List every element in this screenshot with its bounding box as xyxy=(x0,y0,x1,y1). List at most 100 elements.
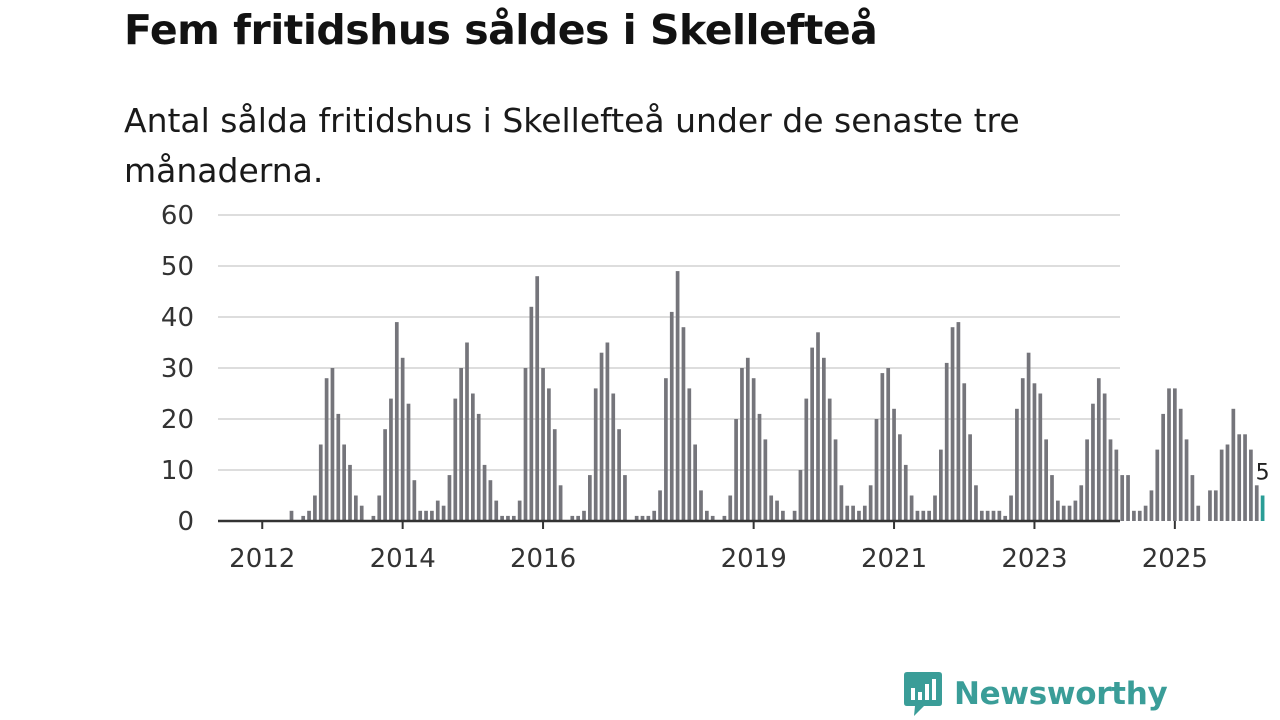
x-tick-label: 2025 xyxy=(1142,544,1208,574)
bar xyxy=(348,464,352,521)
bar xyxy=(968,434,972,521)
x-tick-label: 2021 xyxy=(861,544,927,574)
bar xyxy=(1020,378,1025,521)
x-tick-label: 2019 xyxy=(721,544,787,574)
bar xyxy=(1102,393,1107,521)
bar xyxy=(909,495,914,521)
bar xyxy=(605,342,610,521)
annotations: 5 xyxy=(1256,461,1270,486)
bar xyxy=(359,505,364,521)
bar xyxy=(342,444,346,521)
bar xyxy=(576,515,580,521)
bar xyxy=(453,398,458,521)
bar xyxy=(617,429,621,521)
bar xyxy=(839,485,844,521)
bar xyxy=(845,505,850,521)
y-axis-ticks: 0 10 20 30 40 50 60 xyxy=(161,201,194,537)
bar xyxy=(710,515,715,521)
bar xyxy=(459,368,463,521)
y-tick-label: 10 xyxy=(161,456,194,486)
bar xyxy=(506,515,510,521)
chart-subtitle: Antal sålda fritidshus i Skellefteå unde… xyxy=(124,101,1020,190)
bar xyxy=(810,347,814,521)
bar xyxy=(745,357,750,521)
bar xyxy=(570,515,575,521)
bar xyxy=(640,515,645,521)
bar xyxy=(412,480,417,521)
bar-latest xyxy=(1260,495,1265,521)
bar xyxy=(1009,495,1013,521)
bar xyxy=(939,449,943,521)
bar xyxy=(903,464,908,521)
newsworthy-logo: Newsworthy xyxy=(902,670,1168,718)
bar xyxy=(1015,408,1019,521)
x-tick-label: 2012 xyxy=(229,544,295,574)
bar xyxy=(927,510,931,521)
y-tick-label: 0 xyxy=(177,507,194,537)
bar xyxy=(1073,500,1078,521)
y-tick-label: 30 xyxy=(161,354,194,384)
bar xyxy=(757,413,762,521)
bar xyxy=(377,495,382,521)
bar xyxy=(699,490,703,521)
y-tick-label: 40 xyxy=(161,303,194,333)
bar xyxy=(997,510,1002,521)
bar xyxy=(289,510,294,521)
bar xyxy=(511,515,516,521)
x-axis-ticks: 2012 2014 2016 2019 2021 2023 2025 xyxy=(229,521,1208,574)
bar xyxy=(1067,505,1072,521)
bar xyxy=(874,419,879,521)
bar xyxy=(517,500,522,521)
grid-lines xyxy=(218,214,1120,471)
bar xyxy=(1096,378,1101,521)
bar xyxy=(336,413,341,521)
bar xyxy=(318,444,323,521)
y-tick-label: 20 xyxy=(161,405,194,435)
bar xyxy=(1219,449,1224,521)
bar xyxy=(400,357,405,521)
bar xyxy=(763,439,768,521)
x-tick-label: 2016 xyxy=(510,544,576,574)
bar xyxy=(535,276,540,521)
bar xyxy=(646,515,651,521)
bar xyxy=(330,368,335,521)
bar xyxy=(886,368,891,521)
bar xyxy=(406,403,411,521)
bar xyxy=(740,368,744,521)
bar xyxy=(1056,500,1060,521)
bar xyxy=(383,429,387,521)
bar xyxy=(482,464,487,521)
bar xyxy=(623,475,627,521)
bar xyxy=(1091,403,1095,521)
bar xyxy=(880,373,885,521)
bar xyxy=(313,495,317,521)
bar xyxy=(1213,490,1218,521)
bar xyxy=(693,444,697,521)
bar xyxy=(471,393,475,521)
bar xyxy=(792,510,797,521)
bar xyxy=(675,271,680,521)
bar xyxy=(1126,475,1130,521)
bar xyxy=(307,510,311,521)
bar xyxy=(775,500,779,521)
latest-value-label: 5 xyxy=(1256,461,1270,486)
bar xyxy=(1196,505,1201,521)
bar xyxy=(868,485,873,521)
bar xyxy=(1079,485,1084,521)
bar xyxy=(465,342,469,521)
bars xyxy=(289,271,1265,521)
bar xyxy=(781,510,785,521)
bar xyxy=(1155,449,1160,521)
bar xyxy=(558,485,563,521)
newsworthy-logo-text: Newsworthy xyxy=(954,676,1168,712)
bar xyxy=(1178,408,1183,521)
bar xyxy=(582,510,586,521)
bar xyxy=(1208,490,1212,521)
bar xyxy=(728,495,733,521)
bar xyxy=(1149,490,1154,521)
bar xyxy=(974,485,978,521)
bar xyxy=(664,378,668,521)
bar xyxy=(354,495,358,521)
bar xyxy=(441,505,446,521)
bar xyxy=(1249,449,1253,521)
